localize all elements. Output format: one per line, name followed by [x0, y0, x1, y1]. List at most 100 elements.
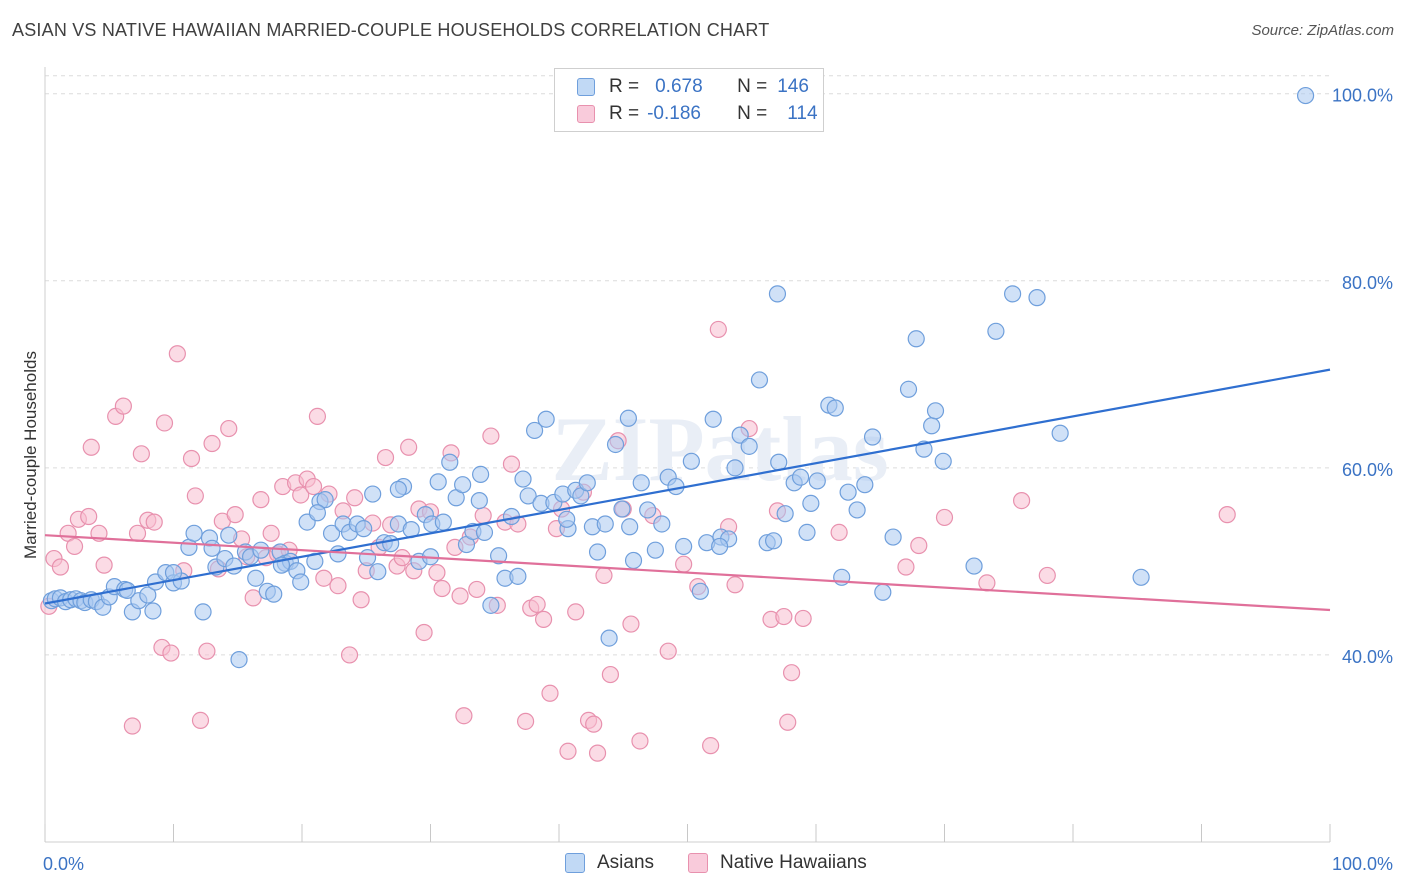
asian-point — [514, 470, 532, 488]
asian-point — [525, 421, 544, 440]
asian-point — [682, 452, 700, 470]
asian-point — [808, 472, 826, 490]
native-hawaiian-point — [622, 615, 640, 633]
native-hawaiian-point — [534, 610, 553, 628]
native-hawaiian-point — [528, 595, 546, 614]
asian-point — [139, 586, 157, 604]
asian-point — [802, 494, 820, 512]
native-hawaiian-point — [292, 486, 310, 504]
asian-point — [691, 582, 709, 600]
native-hawaiian-point — [779, 713, 797, 731]
asian-point — [632, 474, 650, 492]
native-hawaiian-point — [559, 742, 577, 760]
asian-point — [1132, 568, 1150, 586]
asian-point — [203, 539, 221, 557]
legend-n-label: N = — [737, 76, 768, 97]
native-hawaiian-point — [428, 564, 446, 582]
native-hawaiian-point — [451, 587, 469, 605]
native-hawaiian-point — [203, 434, 221, 453]
asian-point — [220, 526, 238, 544]
asian-point — [740, 437, 758, 455]
tick-labels: 40.0% 60.0% 80.0% 100.0% 0.0% 100.0% — [43, 86, 1393, 874]
native-hawaiian-point — [168, 345, 186, 363]
asian-point — [750, 371, 769, 389]
native-hawaiian-point — [51, 558, 70, 576]
asian-point — [292, 573, 310, 591]
asian-point — [926, 402, 945, 420]
asian-point — [934, 452, 952, 470]
native-hawaiian-point — [455, 707, 473, 725]
y-tick-label: 60.0% — [1342, 460, 1393, 480]
legend-row-native: R = -0.186 N = 114 — [577, 102, 818, 126]
asian-point — [225, 557, 243, 575]
native-hawaiian-point — [340, 646, 359, 664]
asian-point — [382, 535, 400, 553]
native-hawaiian-point — [198, 642, 216, 660]
y-axis-label: Married-couple Households — [21, 351, 40, 559]
asian-point — [856, 476, 874, 494]
native-hawaiian-point — [352, 591, 370, 609]
y-tick-label: 40.0% — [1342, 647, 1393, 667]
asian-point — [482, 596, 500, 614]
asian-point — [596, 515, 614, 533]
asian-point — [355, 520, 373, 538]
native-hawaiian-point — [588, 744, 607, 762]
native-hawaiian-point — [82, 438, 100, 456]
asian-point — [839, 483, 857, 501]
native-hawaiian-point — [415, 623, 433, 642]
legend-n-value: 146 — [777, 76, 809, 97]
asian-point — [558, 510, 576, 528]
native-hawaiian-point — [191, 711, 210, 730]
native-hawaiian-point — [65, 537, 84, 556]
native-hawaiian-point — [376, 448, 395, 467]
native-hawaiian-point — [567, 603, 585, 621]
native-hawaiian-point — [468, 580, 486, 599]
legend-n-label: N = — [737, 103, 768, 124]
native-hawaiian-point — [182, 449, 201, 468]
native-hawaiian-point — [132, 445, 150, 463]
native-hawaiian-point — [794, 609, 812, 628]
asian-point — [639, 501, 657, 519]
asian-point — [848, 501, 866, 519]
asian-point — [578, 474, 596, 492]
native-hawaiian-points — [40, 320, 1236, 762]
y-tick-label: 80.0% — [1342, 273, 1393, 293]
asian-point — [519, 487, 537, 505]
asian-point — [798, 523, 816, 541]
legend-r-label: R = — [609, 103, 640, 124]
native-hawaiian-point — [474, 506, 492, 525]
native-hawaiian-point — [315, 569, 333, 587]
native-hawaiian-point — [482, 427, 500, 445]
asian-point — [252, 541, 270, 559]
legend-swatch-asians — [577, 78, 595, 96]
asian-point — [490, 547, 508, 565]
native-hawaiian-point — [1012, 491, 1031, 510]
asian-point — [776, 505, 794, 523]
asian-point — [316, 491, 334, 509]
asian-point — [472, 465, 490, 484]
asian-point — [429, 473, 447, 491]
asian-point — [364, 485, 382, 503]
native-hawaiian-point — [162, 644, 180, 662]
axes — [44, 67, 1331, 843]
native-hawaiian-point — [830, 523, 848, 541]
native-hawaiian-point — [220, 419, 238, 438]
asian-point — [265, 585, 283, 603]
native-hawaiian-point — [114, 397, 132, 415]
native-hawaiian-point — [775, 607, 793, 626]
native-hawaiian-point — [329, 577, 347, 595]
native-hawaiian-point — [601, 665, 620, 684]
asian-point — [470, 491, 488, 510]
asian-point — [144, 602, 162, 620]
bottom-label-asians: Asians — [597, 852, 655, 873]
asian-point — [389, 480, 407, 498]
native-hawaiian-point — [782, 664, 801, 682]
native-hawaiian-point — [935, 508, 954, 527]
native-hawaiian-point — [308, 407, 327, 426]
asian-point — [475, 523, 494, 541]
bottom-legend-native: Native Hawaiians — [688, 852, 867, 874]
asian-point — [441, 453, 459, 471]
bottom-swatch-asians — [565, 853, 585, 873]
asian-point — [726, 459, 744, 477]
